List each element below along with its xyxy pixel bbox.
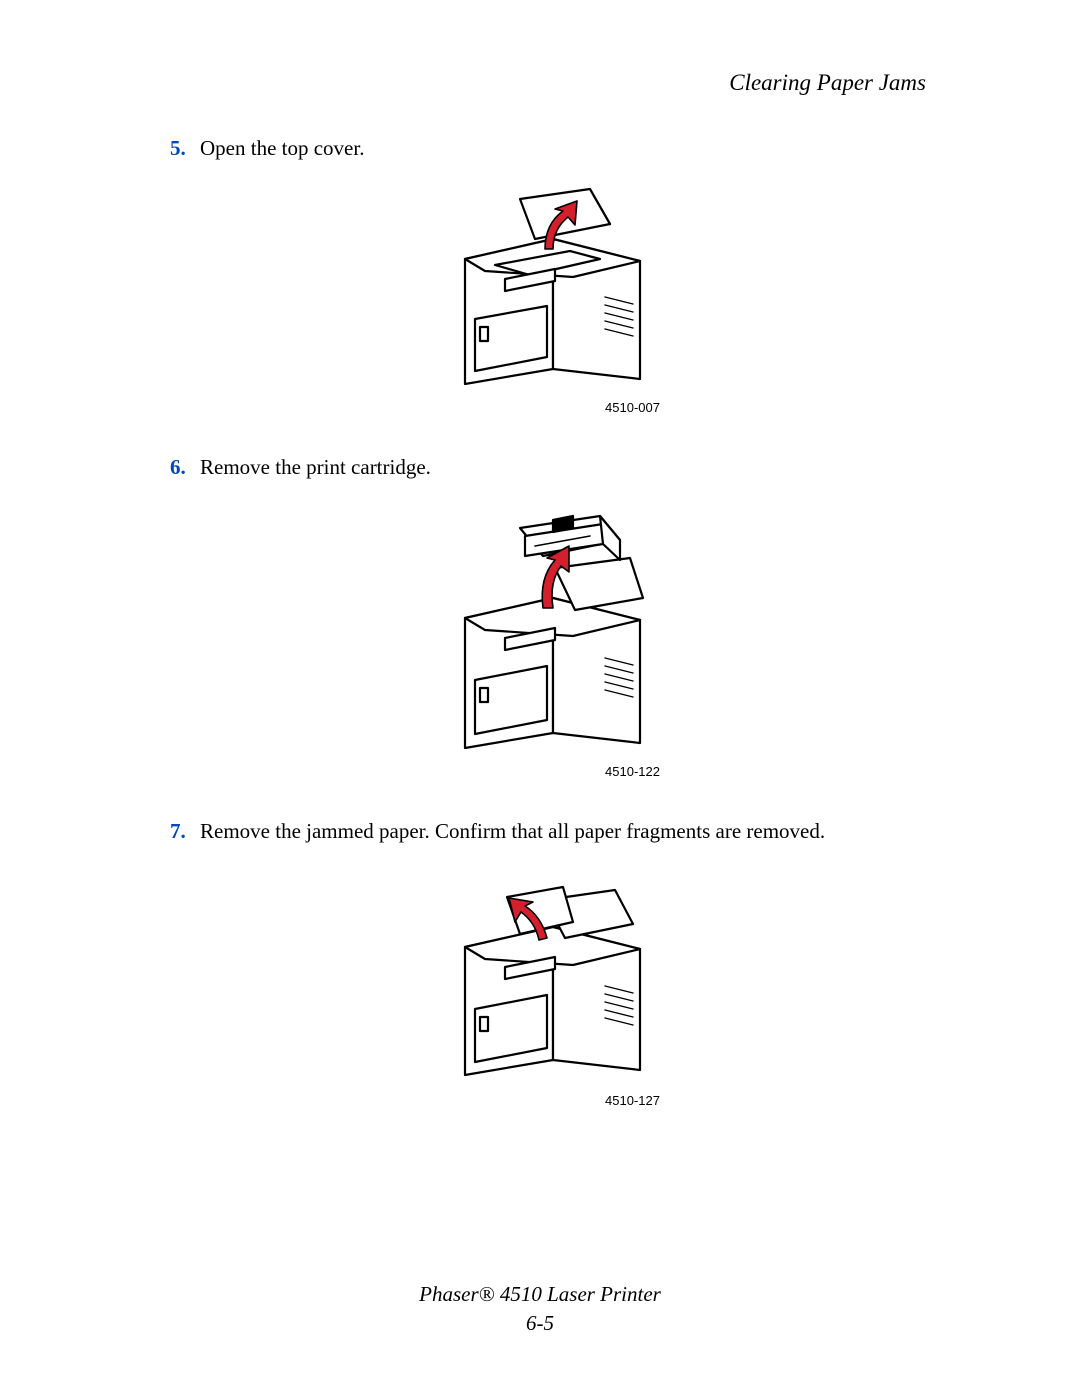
figure-step-6: 4510-122 [170, 498, 930, 779]
figure-caption-7: 4510-127 [605, 1093, 660, 1108]
printer-open-cover-icon [435, 179, 665, 394]
step-7-text: Remove the jammed paper. Confirm that al… [200, 819, 930, 844]
figure-step-5: 4510-007 [170, 179, 930, 415]
step-5: 5. Open the top cover. [170, 136, 930, 161]
page-footer: Phaser® 4510 Laser Printer 6-5 [0, 1280, 1080, 1337]
step-5-text: Open the top cover. [200, 136, 930, 161]
step-6-number: 6. [170, 455, 200, 480]
step-6-text: Remove the print cartridge. [200, 455, 930, 480]
figure-caption-6: 4510-122 [605, 764, 660, 779]
footer-page-number: 6-5 [0, 1309, 1080, 1337]
step-6: 6. Remove the print cartridge. [170, 455, 930, 480]
step-5-number: 5. [170, 136, 200, 161]
printer-remove-cartridge-icon [435, 498, 665, 758]
step-7-number: 7. [170, 819, 200, 844]
figure-caption-5: 4510-007 [605, 400, 660, 415]
footer-product: Phaser® 4510 Laser Printer [0, 1280, 1080, 1308]
figure-step-7: 4510-127 [170, 862, 930, 1108]
step-7: 7. Remove the jammed paper. Confirm that… [170, 819, 930, 844]
printer-remove-paper-icon [435, 862, 665, 1087]
section-title: Clearing Paper Jams [170, 70, 930, 96]
